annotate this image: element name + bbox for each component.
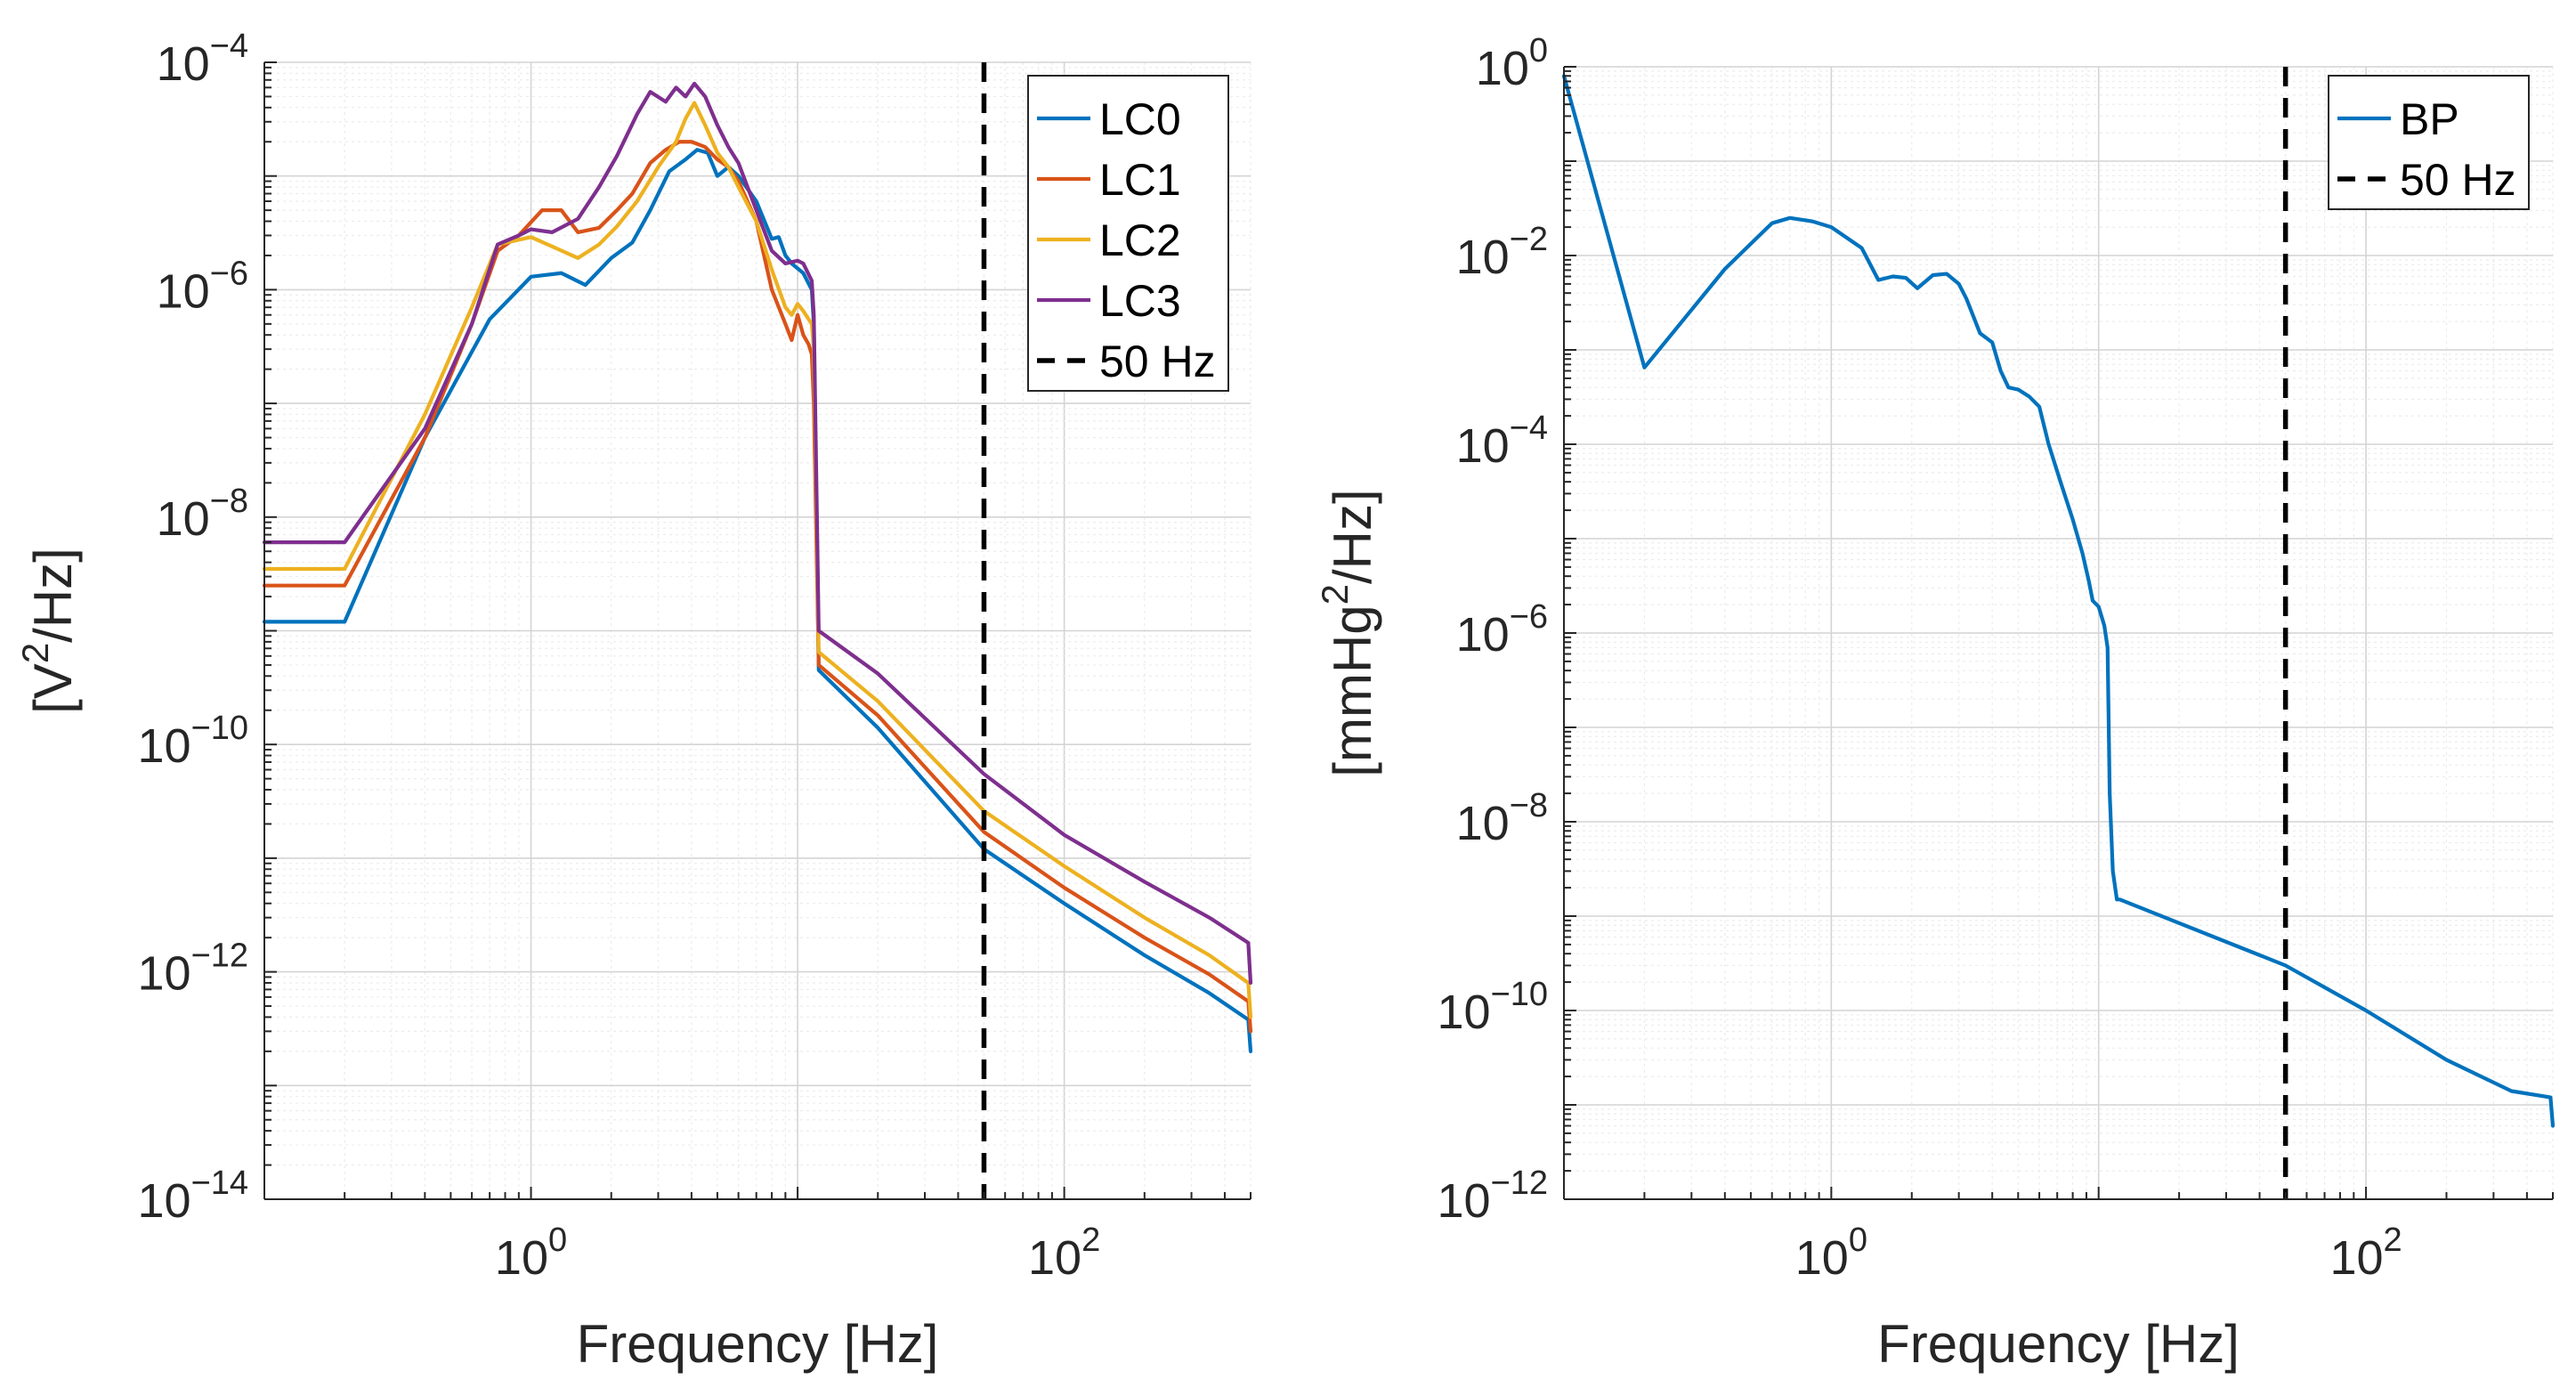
x-tick-base: 10 [2329, 1231, 2383, 1285]
y-tick-label: 10−4 [1456, 410, 1548, 473]
legend: LC0 LC1 LC2 LC3 50 Hz [1027, 75, 1229, 392]
y-tick-exponent: −6 [210, 255, 248, 292]
x-tick-label: 102 [2329, 1222, 2402, 1285]
y-tick-exponent: −2 [1510, 221, 1548, 258]
legend-label: 50 Hz [2400, 155, 2516, 205]
y-tick-label: 10−14 [137, 1165, 248, 1228]
y-axis-label: [V2/Hz] [14, 548, 83, 714]
y-tick-exponent: −10 [191, 710, 248, 747]
legend-label: LC3 [1099, 276, 1181, 326]
legend-label: LC2 [1099, 215, 1181, 265]
y-tick-exponent: −10 [1491, 976, 1548, 1013]
y-tick-label: 10−4 [157, 28, 248, 91]
y-tick-label: 10−10 [1437, 976, 1548, 1039]
legend-label: 50 Hz [1099, 337, 1216, 386]
y-tick-base: 10 [1456, 419, 1510, 473]
y-tick-base: 10 [137, 947, 190, 1001]
y-tick-base: 10 [137, 1174, 190, 1228]
y-tick-exponent: −6 [1510, 598, 1548, 636]
y-tick-base: 10 [137, 719, 190, 773]
series-line-lc3 [262, 81, 1253, 986]
y-axis-label-text: /Hz] [1323, 489, 1382, 584]
y-axis-label-text: /Hz] [23, 548, 83, 643]
y-tick-exponent: −12 [191, 937, 248, 975]
y-tick-exponent: −4 [210, 28, 248, 65]
legend-box [1027, 75, 1229, 392]
y-tick-base: 10 [1456, 797, 1510, 850]
series-line-bp [1561, 74, 2556, 1128]
y-tick-base: 10 [1437, 986, 1490, 1039]
x-tick-label: 102 [1028, 1222, 1100, 1285]
y-tick-label: 100 [1476, 32, 1548, 95]
legend-label: BP [2400, 94, 2459, 144]
x-tick-base: 10 [1795, 1231, 1849, 1285]
x-axis-label: Frequency [Hz] [1877, 1314, 2240, 1374]
y-axis-label-text: [V [23, 663, 83, 714]
x-tick-exponent: 0 [1849, 1222, 1867, 1259]
y-tick-base: 10 [157, 264, 210, 318]
series-line-lc2 [262, 101, 1253, 1019]
y-axis-label-text: [mmHg [1323, 605, 1382, 776]
x-tick-base: 10 [1028, 1231, 1081, 1285]
y-tick-exponent: −8 [1510, 787, 1548, 824]
y-tick-label: 10−10 [137, 710, 248, 773]
y-tick-label: 10−12 [1437, 1165, 1548, 1228]
y-tick-exponent: −14 [191, 1165, 248, 1202]
y-tick-base: 10 [1456, 608, 1510, 661]
x-tick-label: 100 [1795, 1222, 1867, 1285]
y-tick-base: 10 [157, 37, 210, 91]
legend-label: LC0 [1099, 94, 1181, 144]
y-tick-exponent: 0 [1529, 32, 1548, 69]
y-axis-label-sup: 2 [14, 643, 56, 663]
y-tick-label: 10−6 [1456, 598, 1548, 661]
y-tick-label: 10−6 [157, 255, 248, 318]
y-axis-label: [mmHg2/Hz] [1314, 489, 1382, 776]
y-tick-exponent: −4 [1510, 410, 1548, 447]
y-tick-label: 10−8 [157, 483, 248, 546]
y-tick-base: 10 [1476, 42, 1529, 95]
x-tick-exponent: 2 [2384, 1222, 2402, 1259]
y-tick-label: 10−12 [137, 937, 248, 1001]
x-tick-exponent: 0 [548, 1222, 567, 1259]
x-tick-label: 100 [495, 1222, 567, 1285]
x-axis-label: Frequency [Hz] [577, 1314, 939, 1374]
legend-box [2328, 75, 2530, 210]
series-line-lc0 [262, 148, 1253, 1053]
y-tick-base: 10 [1437, 1174, 1490, 1228]
legend-label: LC1 [1099, 155, 1181, 205]
y-axis-label-sup: 2 [1314, 584, 1356, 605]
x-tick-base: 10 [495, 1231, 548, 1285]
legend: BP 50 Hz [2328, 75, 2530, 210]
y-tick-label: 10−2 [1456, 221, 1548, 284]
y-tick-base: 10 [1456, 231, 1510, 284]
y-tick-exponent: −8 [210, 483, 248, 520]
x-tick-exponent: 2 [1081, 1222, 1100, 1259]
grid [263, 61, 1252, 1200]
y-tick-base: 10 [157, 492, 210, 546]
y-tick-exponent: −12 [1491, 1165, 1548, 1202]
y-tick-label: 10−8 [1456, 787, 1548, 850]
